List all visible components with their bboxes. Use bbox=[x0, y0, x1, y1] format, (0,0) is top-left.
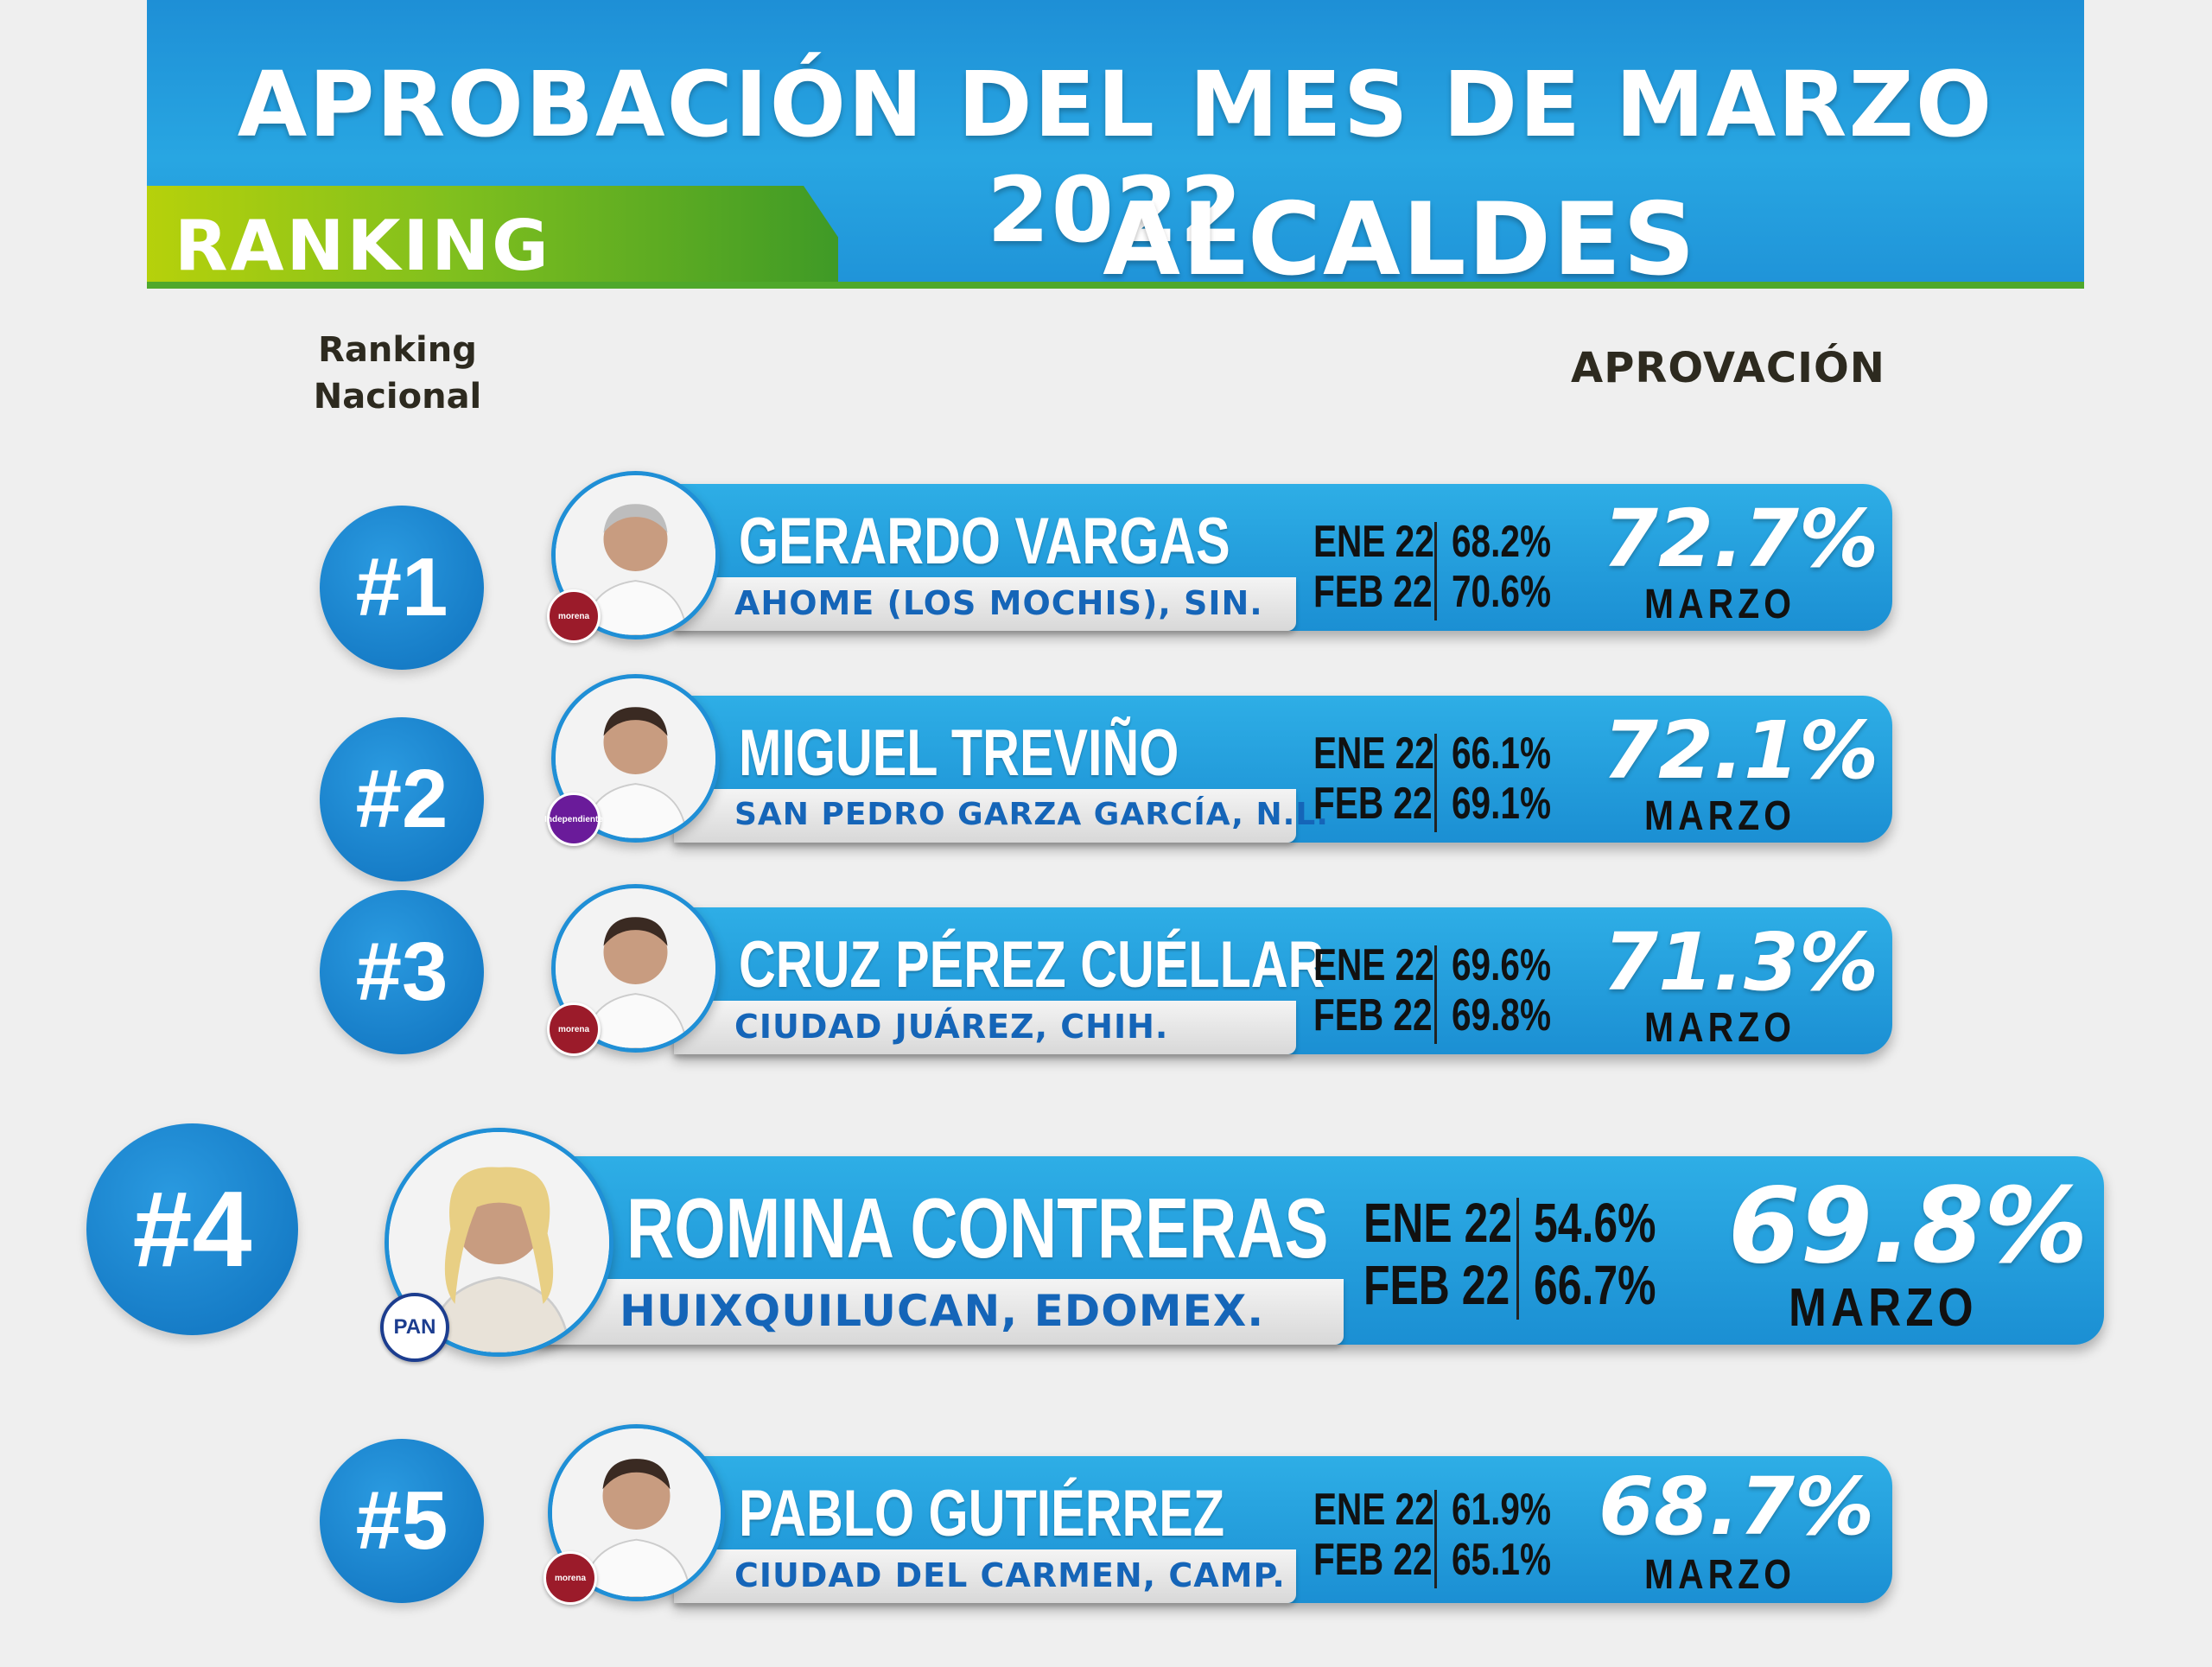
january-label: ENE 22 bbox=[1313, 517, 1434, 567]
january-label: ENE 22 bbox=[1363, 1192, 1513, 1254]
january-label: ENE 22 bbox=[1313, 940, 1434, 990]
february-value: 65.1% bbox=[1452, 1535, 1552, 1586]
city-band bbox=[674, 1549, 1296, 1603]
february-value: 66.7% bbox=[1534, 1253, 1656, 1316]
previous-months-labels: ENE 22 FEB 22 bbox=[1313, 729, 1434, 829]
party-logo-icon: morena bbox=[547, 1002, 601, 1056]
previous-months-values: 66.1% 69.1% bbox=[1452, 729, 1551, 829]
previous-months-values: 68.2% 70.6% bbox=[1452, 517, 1551, 617]
party-logo-icon: Independiente bbox=[544, 792, 603, 846]
page-title: APROBACIÓN DEL MES DE MARZO 2022 bbox=[237, 52, 1994, 263]
january-label: ENE 22 bbox=[1313, 729, 1434, 779]
city-band bbox=[674, 789, 1296, 843]
ranking-column-heading: Ranking Nacional bbox=[294, 327, 501, 420]
march-label: MARZO bbox=[1789, 1278, 1978, 1338]
approval-column-heading: APROVACIÓN bbox=[1571, 344, 1885, 392]
page-subtitle: ALCALDES bbox=[1103, 181, 1697, 289]
january-label: ENE 22 bbox=[1313, 1485, 1434, 1535]
march-approval-value: 69.8% bbox=[1728, 1167, 2088, 1287]
ranking-tab bbox=[147, 186, 838, 289]
person-silhouette-icon bbox=[556, 678, 715, 838]
stats-divider bbox=[1516, 1198, 1519, 1320]
rank-badge: #4 bbox=[86, 1123, 298, 1335]
february-value: 69.8% bbox=[1452, 990, 1552, 1041]
mayor-name: CRUZ PÉREZ CUÉLLAR bbox=[739, 928, 1325, 1002]
mayor-city: CIUDAD DEL CARMEN, CAMP. bbox=[734, 1556, 1286, 1595]
rank-badge: #2 bbox=[320, 717, 484, 881]
stats-divider bbox=[1434, 945, 1437, 1045]
city-band bbox=[674, 1001, 1296, 1054]
february-value: 70.6% bbox=[1452, 567, 1552, 618]
ranking-tab-label: RANKING bbox=[175, 206, 551, 286]
banner-underline bbox=[147, 282, 2084, 289]
january-value: 66.1% bbox=[1452, 729, 1552, 779]
mayor-photo bbox=[551, 674, 720, 843]
january-value: 69.6% bbox=[1452, 940, 1552, 990]
stats-divider bbox=[1434, 734, 1437, 833]
previous-months-values: 54.6% 66.7% bbox=[1534, 1192, 1656, 1316]
previous-months-labels: ENE 22 FEB 22 bbox=[1313, 517, 1434, 617]
mayor-city: AHOME (LOS MOCHIS), SIN. bbox=[734, 584, 1263, 623]
february-label: FEB 22 bbox=[1313, 567, 1433, 618]
city-band bbox=[674, 577, 1296, 631]
march-label: MARZO bbox=[1644, 582, 1796, 627]
party-logo-icon: morena bbox=[543, 1551, 597, 1605]
previous-months-values: 69.6% 69.8% bbox=[1452, 940, 1551, 1040]
header-banner: APROBACIÓN DEL MES DE MARZO 2022 RANKING… bbox=[147, 0, 2084, 289]
mayor-name: MIGUEL TREVIÑO bbox=[739, 716, 1179, 790]
rank-badge: #5 bbox=[320, 1439, 484, 1603]
mayor-name: ROMINA CONTRERAS bbox=[626, 1180, 1329, 1276]
march-approval-value: 72.7% bbox=[1603, 493, 1879, 585]
january-value: 68.2% bbox=[1452, 517, 1552, 567]
stats-divider bbox=[1434, 1490, 1437, 1589]
february-label: FEB 22 bbox=[1313, 990, 1433, 1041]
february-label: FEB 22 bbox=[1313, 779, 1433, 830]
january-value: 54.6% bbox=[1534, 1192, 1656, 1254]
stats-divider bbox=[1434, 522, 1437, 621]
party-logo-icon: PAN bbox=[380, 1293, 449, 1362]
mayor-city: HUIXQUILUCAN, EDOMEX. bbox=[620, 1286, 1265, 1336]
february-label: FEB 22 bbox=[1313, 1535, 1433, 1586]
february-value: 69.1% bbox=[1452, 779, 1552, 830]
march-approval-value: 72.1% bbox=[1603, 704, 1879, 797]
previous-months-labels: ENE 22 FEB 22 bbox=[1363, 1192, 1513, 1316]
ranking-heading-line2: Nacional bbox=[313, 377, 482, 417]
march-label: MARZO bbox=[1644, 793, 1796, 839]
previous-months-labels: ENE 22 FEB 22 bbox=[1313, 940, 1434, 1040]
party-logo-icon: morena bbox=[547, 589, 601, 643]
mayor-name: PABLO GUTIÉRREZ bbox=[739, 1477, 1225, 1550]
march-label: MARZO bbox=[1644, 1552, 1796, 1598]
rank-badge: #3 bbox=[320, 890, 484, 1054]
january-value: 61.9% bbox=[1452, 1485, 1552, 1535]
city-band bbox=[536, 1279, 1344, 1345]
march-approval-value: 68.7% bbox=[1599, 1460, 1875, 1553]
march-label: MARZO bbox=[1644, 1005, 1796, 1051]
march-approval-value: 71.3% bbox=[1603, 916, 1879, 1008]
previous-months-values: 61.9% 65.1% bbox=[1452, 1485, 1551, 1585]
previous-months-labels: ENE 22 FEB 22 bbox=[1313, 1485, 1434, 1585]
ranking-heading-line1: Ranking bbox=[318, 330, 477, 370]
february-label: FEB 22 bbox=[1363, 1253, 1510, 1316]
rank-badge: #1 bbox=[320, 506, 484, 670]
mayor-name: GERARDO VARGAS bbox=[739, 505, 1230, 578]
mayor-city: CIUDAD JUÁREZ, CHIH. bbox=[734, 1008, 1169, 1047]
mayor-city: SAN PEDRO GARZA GARCÍA, N.L. bbox=[734, 797, 1329, 833]
